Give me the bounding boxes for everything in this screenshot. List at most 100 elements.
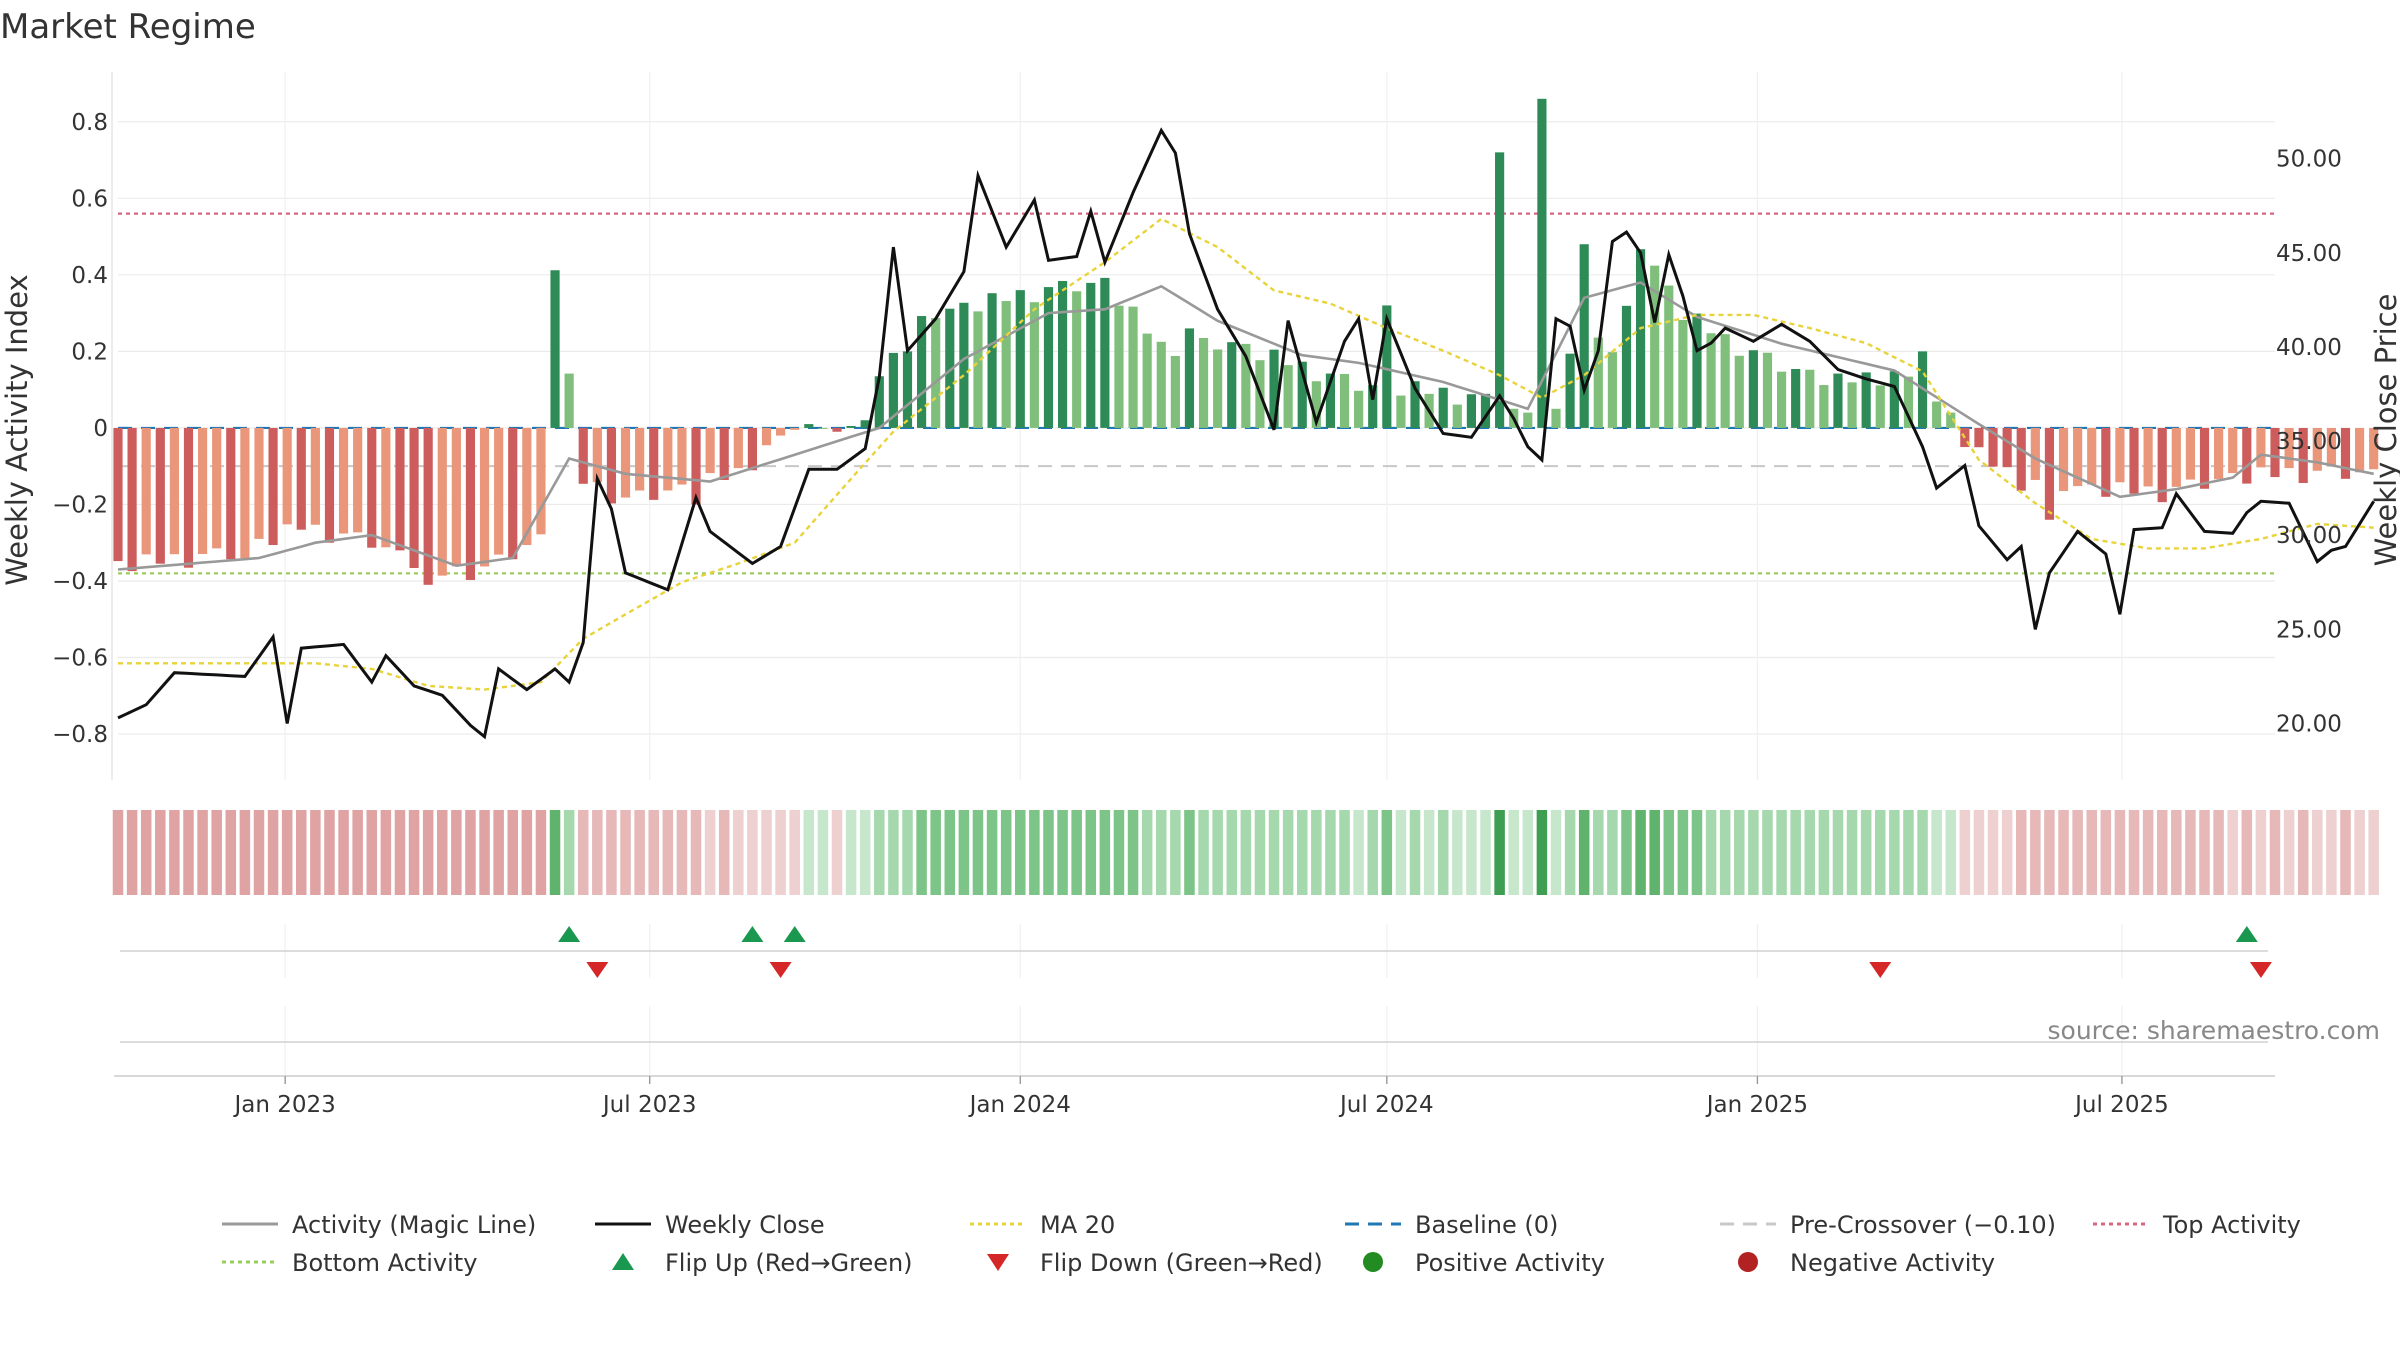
activity-bar-108: [1636, 249, 1646, 428]
regime-cell-103: [1564, 810, 1576, 895]
regime-cell-42: [704, 810, 716, 895]
activity-bar-51: [832, 427, 842, 432]
regime-cell-55: [888, 810, 899, 895]
activity-bar-120: [1805, 369, 1815, 428]
regime-cell-74: [1155, 810, 1167, 895]
legend-label: Flip Down (Green→Red): [1040, 1249, 1323, 1277]
regime-cell-142: [2114, 810, 2126, 895]
regime-cell-87: [1339, 810, 1350, 895]
regime-cell-90: [1381, 810, 1393, 895]
regime-cell-6: [197, 810, 208, 895]
activity-bar-130: [1946, 412, 1956, 428]
activity-bar-142: [2115, 427, 2125, 483]
activity-bar-133: [1988, 427, 1998, 467]
regime-cell-102: [1550, 810, 1562, 895]
activity-bar-36: [620, 427, 631, 498]
regime-cell-108: [1635, 810, 1646, 895]
activity-bar-160: [2369, 427, 2379, 470]
regime-cell-98: [1494, 810, 1505, 895]
chart-title: Market Regime: [0, 7, 256, 47]
regime-cell-101: [1536, 810, 1548, 895]
activity-bar-52: [846, 426, 856, 428]
regime-cell-8: [225, 810, 237, 895]
legend-label: Baseline (0): [1415, 1211, 1558, 1239]
activity-bar-45: [747, 427, 757, 471]
y-right-tick-label: 50.00: [2276, 147, 2342, 173]
regime-cell-100: [1522, 810, 1534, 895]
legend-item: MA 20: [970, 1211, 1115, 1239]
regime-cell-22: [422, 810, 434, 895]
activity-bar-148: [2199, 427, 2210, 489]
activity-bar-4: [169, 427, 179, 555]
activity-bar-48: [790, 427, 800, 430]
flip-up-marker: [558, 926, 581, 942]
activity-bar-78: [1213, 349, 1223, 428]
regime-cell-124: [1860, 810, 1872, 895]
flip-up-marker: [2235, 926, 2258, 942]
activity-bar-10: [254, 427, 264, 539]
regime-cell-65: [1029, 810, 1040, 895]
regime-cell-157: [2326, 810, 2337, 895]
regime-cell-11: [267, 810, 279, 895]
regime-cell-58: [930, 810, 941, 895]
activity-bar-96: [1466, 394, 1476, 428]
legend-item: Activity (Magic Line): [222, 1211, 536, 1239]
activity-bar-74: [1156, 341, 1166, 428]
activity-bar-121: [1819, 385, 1829, 428]
activity-bar-59: [945, 308, 955, 428]
activity-bar-136: [2030, 427, 2040, 480]
activity-bar-143: [2129, 427, 2139, 494]
activity-bar-54: [874, 376, 884, 428]
activity-bar-58: [931, 318, 941, 428]
regime-cell-2: [140, 810, 152, 895]
y-left-tick-label: 0.6: [71, 186, 108, 212]
regime-cell-29: [521, 810, 533, 895]
regime-cell-136: [2030, 810, 2041, 895]
regime-cell-84: [1296, 810, 1308, 895]
regime-cell-50: [817, 810, 829, 895]
regime-cell-109: [1649, 810, 1660, 895]
regime-cell-152: [2255, 810, 2267, 895]
activity-bar-11: [268, 427, 278, 546]
activity-bar-21: [409, 427, 419, 568]
activity-bar-134: [2002, 427, 2012, 468]
regime-cell-38: [648, 810, 659, 895]
regime-cell-97: [1480, 810, 1491, 895]
activity-bar-5: [183, 427, 194, 568]
activity-bar-9: [240, 427, 250, 559]
regime-cell-89: [1367, 810, 1378, 895]
activity-bar-28: [508, 427, 518, 560]
activity-bar-8: [226, 427, 236, 560]
activity-bar-53: [860, 420, 870, 428]
regime-cell-121: [1818, 810, 1830, 895]
legend-label: Activity (Magic Line): [292, 1211, 536, 1239]
activity-bar-57: [917, 316, 927, 428]
activity-bar-83: [1283, 365, 1293, 428]
flip-down-marker: [2249, 962, 2272, 978]
y-right-tick-label: 40.00: [2276, 335, 2342, 361]
regime-cell-60: [958, 810, 970, 895]
activity-bar-150: [2228, 427, 2238, 474]
activity-bar-15: [324, 427, 335, 543]
regime-cell-85: [1311, 810, 1322, 895]
regime-cell-126: [1889, 810, 1900, 895]
y-left-tick-label: 0.2: [71, 339, 108, 365]
regime-cell-0: [112, 810, 124, 895]
regime-cell-92: [1409, 810, 1421, 895]
regime-cell-94: [1437, 810, 1449, 895]
activity-bar-23: [437, 427, 447, 576]
activity-bar-125: [1875, 385, 1885, 428]
activity-bar-117: [1762, 352, 1773, 428]
flip-up-marker: [783, 926, 806, 942]
activity-bar-94: [1438, 387, 1448, 428]
regime-cell-40: [676, 810, 688, 895]
activity-bar-47: [776, 427, 786, 436]
regime-cell-155: [2297, 810, 2309, 895]
regime-cell-41: [690, 810, 702, 895]
activity-bar-152: [2256, 427, 2266, 468]
activity-bar-35: [606, 427, 617, 504]
regime-cell-49: [803, 810, 815, 895]
activity-bar-147: [2185, 427, 2195, 480]
activity-bar-76: [1184, 328, 1195, 428]
